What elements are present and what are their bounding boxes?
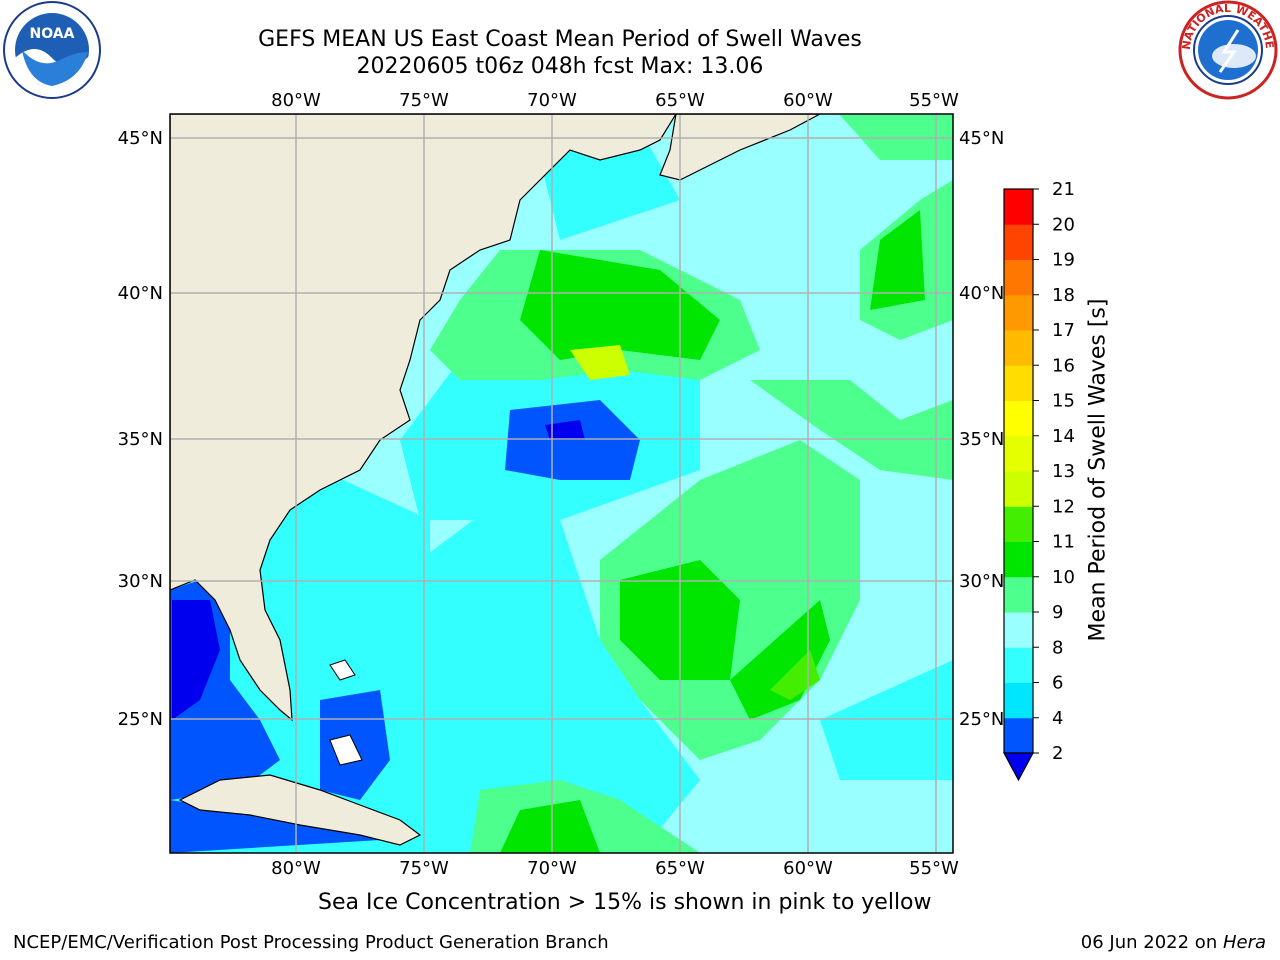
colorbar-segment [1004, 400, 1033, 437]
colorbar-tick-label: 13 [1052, 461, 1075, 482]
colorbar-segment [1004, 471, 1033, 507]
colorbar-segment [1004, 189, 1033, 225]
colorbar-tick-label: 17 [1052, 320, 1075, 341]
colorbar-segment [1004, 541, 1033, 578]
colorbar-tick-label: 11 [1052, 532, 1075, 553]
footer-machine: Hera [1222, 932, 1266, 953]
lon-label: 55°W [909, 90, 959, 111]
land-cuba [178, 774, 422, 846]
lat-labels-left: 45°N 40°N 35°N 30°N 25°N [118, 128, 163, 730]
colorbar-segment [1004, 365, 1033, 401]
lon-label: 55°W [909, 858, 959, 879]
colorbar-segment [1004, 435, 1033, 472]
colorbar-segment [1004, 224, 1033, 260]
lon-label: 65°W [655, 90, 705, 111]
lat-label: 35°N [118, 429, 163, 450]
lon-label: 75°W [399, 858, 449, 879]
lon-label: 70°W [527, 858, 577, 879]
lat-label: 30°N [118, 571, 163, 592]
map-frame [169, 113, 954, 854]
chart-subtitle: 20220605 t06z 048h fcst Max: 13.06 [356, 54, 764, 79]
lat-label: 40°N [118, 283, 163, 304]
lat-label: 25°N [959, 709, 1004, 730]
lat-label: 45°N [118, 128, 163, 149]
lat-labels-right: 45°N 40°N 35°N 30°N 25°N [959, 128, 1004, 730]
footer-credit: NCEP/EMC/Verification Post Processing Pr… [13, 932, 609, 953]
colorbar-tick-label: 19 [1052, 250, 1075, 271]
colorbar-tick-label: 14 [1052, 426, 1075, 447]
lon-labels-bottom: 80°W 75°W 70°W 65°W 60°W 55°W [271, 858, 959, 879]
colorbar-tick-label: 18 [1052, 285, 1075, 306]
colorbar-tick-label: 10 [1052, 567, 1075, 588]
colorbar-tick-label: 8 [1052, 637, 1063, 658]
colorbar-segment [1004, 717, 1033, 754]
colorbar-title: Mean Period of Swell Waves [s] [1085, 298, 1111, 642]
lat-label: 40°N [959, 283, 1004, 304]
lon-label: 80°W [271, 90, 321, 111]
lon-label: 80°W [271, 858, 321, 879]
colorbar-segment [1004, 612, 1033, 648]
colorbar-segment [1004, 294, 1033, 331]
lon-labels-top: 80°W 75°W 70°W 65°W 60°W 55°W [271, 90, 959, 111]
colorbar-tick-label: 9 [1052, 602, 1063, 623]
colorbar-segment [1004, 506, 1033, 542]
colorbar-tick-label: 20 [1052, 214, 1075, 235]
colorbar-tick-label: 4 [1052, 708, 1063, 729]
lat-label: 45°N [959, 128, 1004, 149]
colorbar: 2 4 6 8 9 10 11 12 13 14 15 16 17 18 19 20 21 [1002, 179, 1075, 782]
colorbar-segment [1004, 330, 1033, 366]
colorbar-tick-label: 2 [1052, 743, 1063, 764]
lon-label: 75°W [399, 90, 449, 111]
lon-label: 60°W [783, 858, 833, 879]
map-area [170, 114, 953, 853]
map-gridlines [170, 114, 953, 853]
colorbar-tick-label: 6 [1052, 673, 1063, 694]
land-canada [659, 114, 821, 181]
noaa-logo-text: NOAA [30, 26, 75, 42]
colorbar-segment [1004, 682, 1033, 719]
colorbar-segment [1004, 647, 1033, 683]
lon-label: 70°W [527, 90, 577, 111]
colorbar-tick-label: 12 [1052, 496, 1075, 517]
colorbar-extend-triangle [1002, 752, 1035, 782]
lat-label: 30°N [959, 571, 1004, 592]
footer-date: 06 Jun 2022 on Hera [1081, 932, 1266, 953]
colorbar-tick-label: 21 [1052, 179, 1075, 200]
noaa-logo: NOAA [3, 1, 101, 99]
lat-label: 25°N [118, 709, 163, 730]
colorbar-segment [1004, 576, 1033, 613]
chart-title: GEFS MEAN US East Coast Mean Period of S… [258, 27, 862, 52]
nws-logo: NATIONAL WEATHER SERVICE [1176, 0, 1278, 100]
lat-label: 35°N [959, 429, 1004, 450]
lon-label: 60°W [783, 90, 833, 111]
footer-date-text: 06 Jun 2022 on [1080, 932, 1223, 953]
sea-ice-note: Sea Ice Concentration > 15% is shown in … [318, 890, 932, 915]
colorbar-tick-label: 16 [1052, 355, 1075, 376]
lon-label: 65°W [655, 858, 705, 879]
colorbar-tick-label: 15 [1052, 391, 1075, 412]
colorbar-segment [1004, 259, 1033, 296]
